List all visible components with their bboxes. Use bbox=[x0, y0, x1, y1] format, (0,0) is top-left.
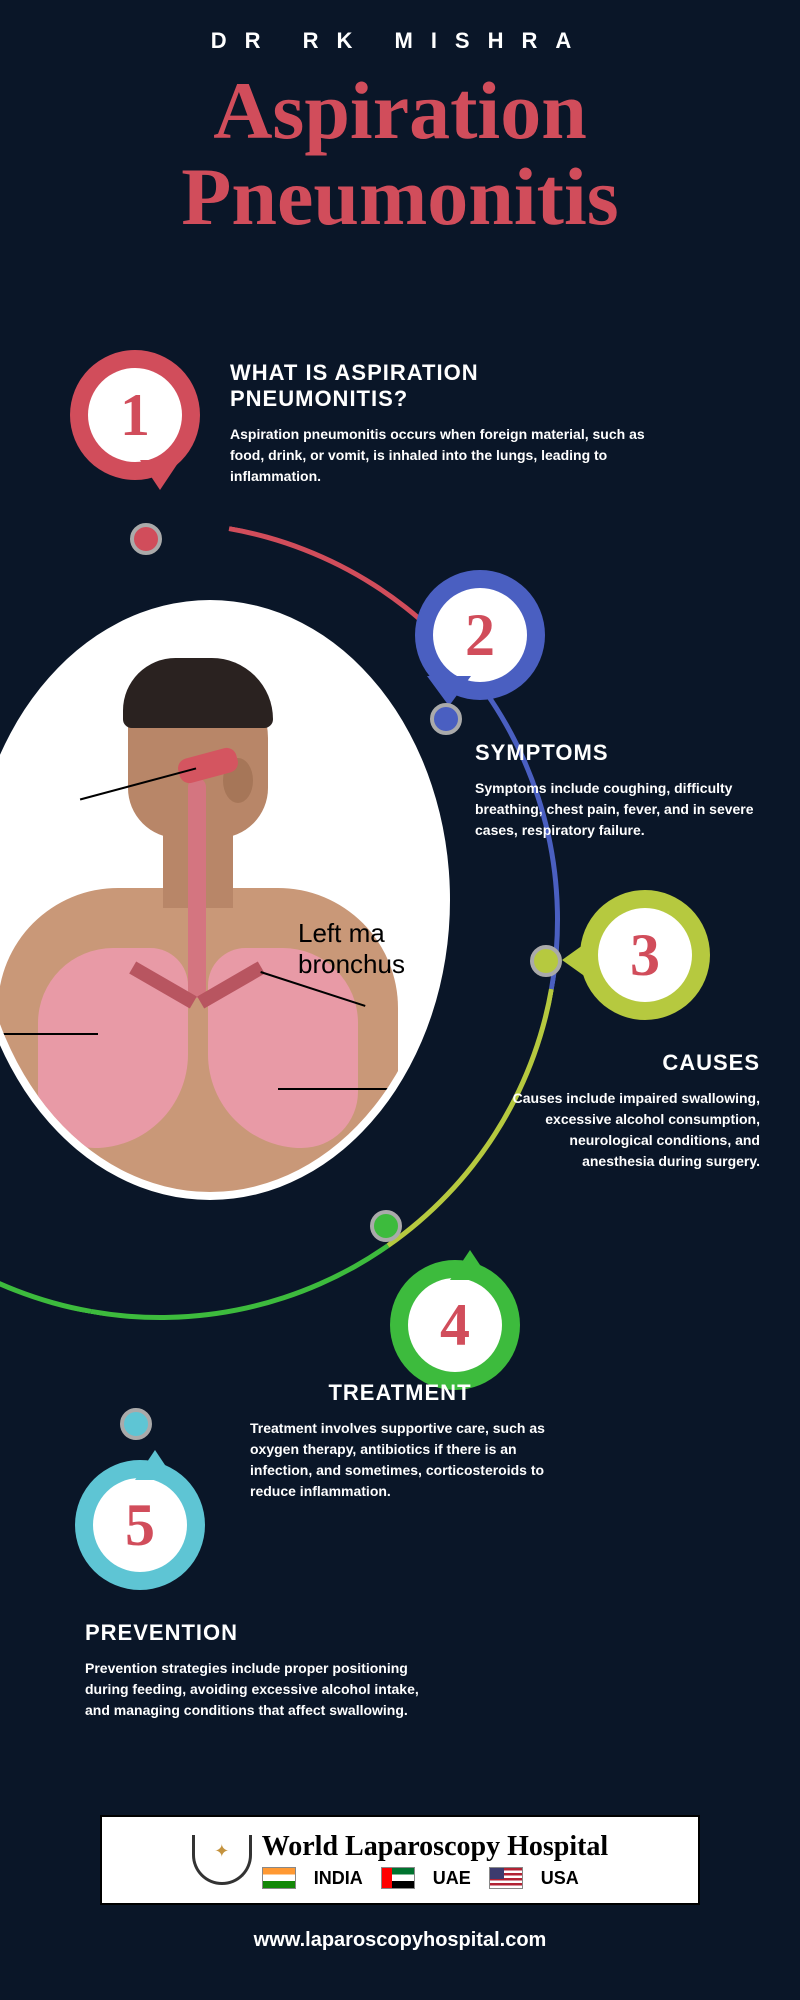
anatomy-pointer-3 bbox=[0, 1033, 98, 1035]
dot-3 bbox=[530, 945, 562, 977]
section-2-body: Symptoms include coughing, difficulty br… bbox=[475, 778, 765, 841]
badge-5-tail bbox=[135, 1450, 175, 1480]
section-3-body: Causes include impaired swallowing, exce… bbox=[500, 1088, 760, 1172]
badge-2: 2 bbox=[415, 570, 545, 700]
footer-url: www.laparoscopyhospital.com bbox=[0, 1929, 800, 1952]
badge-4: 4 bbox=[390, 1260, 520, 1390]
section-5-title: PREVENTION bbox=[85, 1620, 445, 1646]
badge-4-tail bbox=[450, 1250, 490, 1280]
flag-usa-icon bbox=[489, 1867, 523, 1889]
anatomy-label: Left ma bronchus bbox=[298, 918, 405, 980]
anatomy-pointer-4 bbox=[278, 1088, 428, 1090]
badge-5-number: 5 bbox=[93, 1478, 187, 1572]
badge-3-tail bbox=[562, 940, 590, 980]
section-1-title: WHAT IS ASPIRATION PNEUMONITIS? bbox=[230, 360, 650, 412]
footer-banner: World Laparoscopy Hospital INDIA UAE USA bbox=[100, 1815, 700, 1905]
country-usa: USA bbox=[541, 1868, 579, 1889]
country-uae: UAE bbox=[433, 1868, 471, 1889]
main-title: Aspiration Pneumonitis bbox=[0, 68, 800, 240]
section-4-title: TREATMENT bbox=[250, 1380, 550, 1406]
section-1-body: Aspiration pneumonitis occurs when forei… bbox=[230, 424, 650, 487]
flag-india-icon bbox=[262, 1867, 296, 1889]
author-name: DR RK MISHRA bbox=[0, 0, 800, 54]
badge-1-number: 1 bbox=[88, 368, 182, 462]
badge-1: 1 bbox=[70, 350, 200, 480]
section-5-body: Prevention strategies include proper pos… bbox=[85, 1658, 445, 1721]
badge-2-number: 2 bbox=[433, 588, 527, 682]
section-4-body: Treatment involves supportive care, such… bbox=[250, 1418, 550, 1502]
badge-1-tail bbox=[140, 460, 180, 490]
countries-row: INDIA UAE USA bbox=[262, 1867, 608, 1889]
anatomy-label-line1: Left ma bbox=[298, 918, 405, 949]
trachea bbox=[188, 778, 206, 998]
flag-uae-icon bbox=[381, 1867, 415, 1889]
section-2-title: SYMPTOMS bbox=[475, 740, 765, 766]
anatomy-label-line2: bronchus bbox=[298, 949, 405, 980]
hospital-name: World Laparoscopy Hospital bbox=[262, 1831, 608, 1863]
country-india: INDIA bbox=[314, 1868, 363, 1889]
section-3-title: CAUSES bbox=[500, 1050, 760, 1076]
section-5: PREVENTION Prevention strategies include… bbox=[85, 1620, 445, 1721]
dot-1 bbox=[130, 523, 162, 555]
badge-5: 5 bbox=[75, 1460, 205, 1590]
badge-4-number: 4 bbox=[408, 1278, 502, 1372]
section-2: SYMPTOMS Symptoms include coughing, diff… bbox=[475, 740, 765, 841]
badge-3: 3 bbox=[580, 890, 710, 1020]
section-4: TREATMENT Treatment involves supportive … bbox=[250, 1380, 550, 1502]
dot-4 bbox=[370, 1210, 402, 1242]
section-3: CAUSES Causes include impaired swallowin… bbox=[500, 1050, 760, 1172]
laurel-icon bbox=[192, 1835, 252, 1885]
title-line-2: Pneumonitis bbox=[0, 154, 800, 240]
badge-3-number: 3 bbox=[598, 908, 692, 1002]
dot-5 bbox=[120, 1408, 152, 1440]
dot-2 bbox=[430, 703, 462, 735]
section-1: WHAT IS ASPIRATION PNEUMONITIS? Aspirati… bbox=[230, 360, 650, 487]
badge-2-tail bbox=[427, 676, 471, 706]
title-line-1: Aspiration bbox=[0, 68, 800, 154]
hair-shape bbox=[123, 658, 273, 728]
